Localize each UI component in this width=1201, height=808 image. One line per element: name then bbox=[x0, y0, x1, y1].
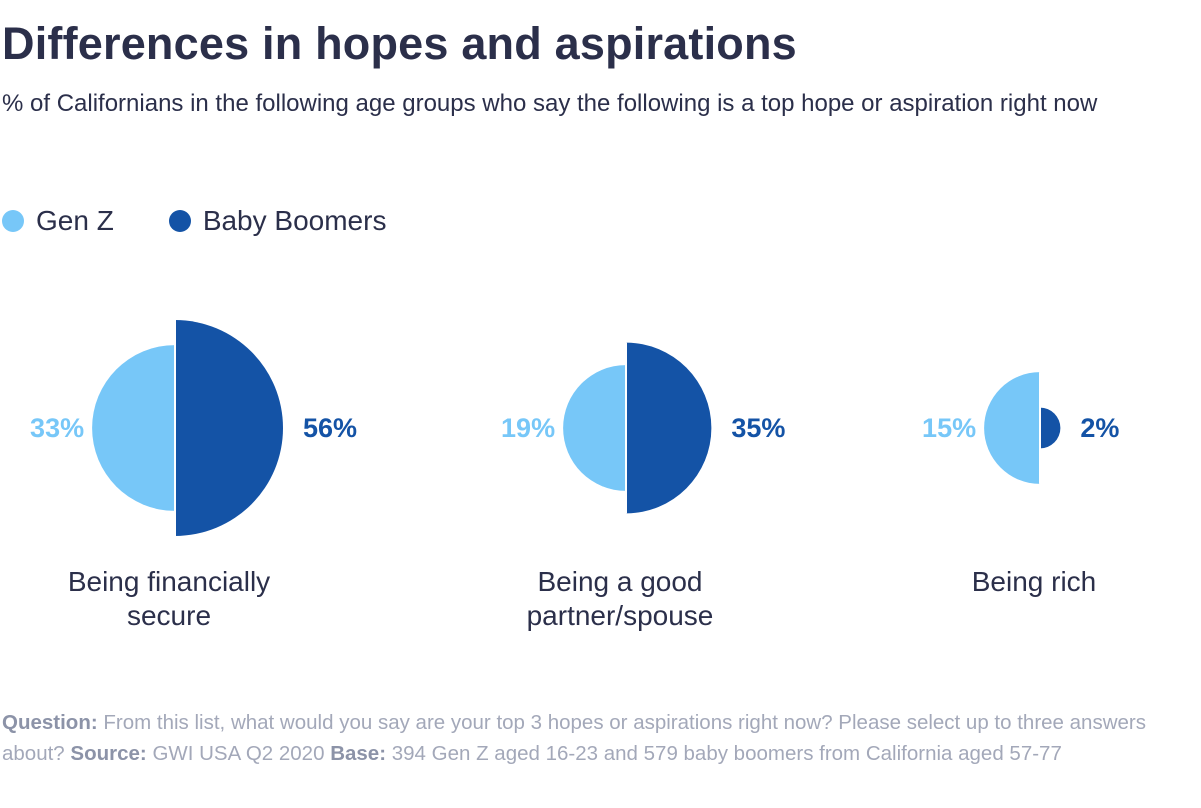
gen-z-half-being-a-good-partner-spouse bbox=[563, 365, 626, 491]
baby-boomers-half-being-financially-secure bbox=[175, 320, 283, 536]
half-circle-chart: 33% 56% Being financially secure 19% 35% Being… bbox=[30, 320, 1119, 631]
gen-z-value-label-being-rich: 15% bbox=[922, 413, 976, 443]
legend-swatch-gen-z bbox=[2, 210, 24, 232]
baby-boomers-value-label-being-a-good-partner-spouse: 35% bbox=[731, 413, 785, 443]
category-label-being-financially-secure: Being financially secure bbox=[68, 566, 270, 631]
base-label: Base: bbox=[330, 742, 387, 765]
baby-boomers-value-label-being-financially-secure: 56% bbox=[303, 413, 357, 443]
question-text: From this list, what would you say are y… bbox=[2, 711, 1146, 765]
legend-label-gen-z: Gen Z bbox=[36, 205, 114, 236]
legend-label-baby-boomers: Baby Boomers bbox=[202, 205, 387, 236]
category-label-being-a-good-partner-spouse: Being a good partner/spouse bbox=[527, 566, 714, 631]
baby-boomers-value-label-being-rich: 2% bbox=[1080, 413, 1119, 443]
gen-z-value-label-being-a-good-partner-spouse: 19% bbox=[501, 413, 555, 443]
gen-z-value-label-being-financially-secure: 33% bbox=[30, 413, 84, 443]
legend-item-gen-z: Gen Z bbox=[2, 205, 114, 237]
category-label-being-rich: Being rich bbox=[972, 566, 1097, 597]
question-label: Question: bbox=[2, 711, 98, 734]
source-label: Source: bbox=[70, 742, 147, 765]
legend-swatch-baby-boomers bbox=[168, 210, 191, 232]
legend-item-baby-boomers: Baby Boomers bbox=[168, 205, 387, 237]
baby-boomers-half-being-a-good-partner-spouse bbox=[626, 342, 712, 514]
chart-footer: Question: From this list, what would you… bbox=[2, 707, 1199, 769]
chart-subtitle: % of Californians in the following age g… bbox=[2, 90, 1098, 117]
base-text: 394 Gen Z aged 16-23 and 579 baby boomer… bbox=[391, 742, 1062, 765]
legend: Gen Z Baby Boomers bbox=[2, 205, 441, 237]
gen-z-half-being-rich bbox=[984, 372, 1040, 484]
baby-boomers-half-being-rich bbox=[1040, 407, 1061, 449]
chart-title: Differences in hopes and aspirations bbox=[2, 18, 797, 69]
gen-z-half-being-financially-secure bbox=[92, 345, 175, 511]
source-text: GWI USA Q2 2020 bbox=[152, 742, 325, 765]
